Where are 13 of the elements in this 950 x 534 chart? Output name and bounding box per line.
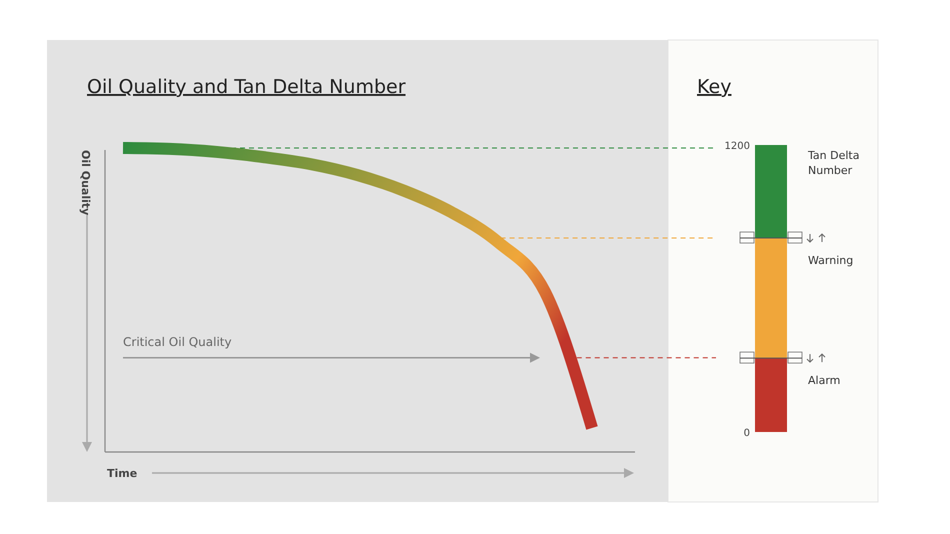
bar <box>755 238 787 358</box>
ref-line-label: Alarm <box>808 374 840 388</box>
y-tick-label: 0 <box>744 428 750 439</box>
chart-title: Oil Quality and Tan Delta Number <box>87 76 406 98</box>
annotation: Critical Oil Quality <box>123 334 232 349</box>
ref-line-label: Warning <box>808 254 854 268</box>
bar <box>755 145 787 238</box>
x-axis-title: Time <box>107 467 138 480</box>
y-axis-title: Oil Quality <box>79 150 92 216</box>
chart-title: Key <box>697 76 732 98</box>
y-tick-label: 1200 <box>724 141 750 152</box>
y-axis-title: Tan Delta Number <box>807 149 860 177</box>
bar <box>755 358 787 432</box>
